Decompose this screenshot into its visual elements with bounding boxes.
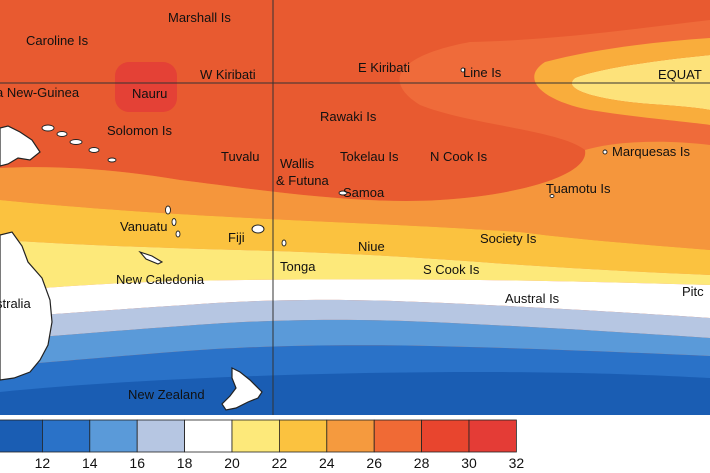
fiji-land — [251, 224, 265, 234]
legend-swatch — [278, 419, 328, 453]
sst-band-24-26 — [0, 200, 710, 275]
new-guinea-land — [0, 125, 41, 167]
label-tonga: Tonga — [280, 259, 316, 274]
legend-tick-label: 32 — [509, 455, 525, 471]
label-wallis: Wallis — [280, 156, 315, 171]
label-australia: stralia — [0, 296, 31, 311]
label-tuvalu: Tuvalu — [221, 149, 260, 164]
legend-swatch — [231, 419, 280, 453]
label-tuamotu-is: Tuamotu Is — [546, 181, 611, 196]
legend-tick-label: 30 — [461, 455, 477, 471]
label-society-is: Society Is — [480, 231, 537, 246]
sst-band-20-22 — [0, 279, 710, 318]
label-s-cook-is: S Cook Is — [423, 262, 480, 277]
label-futuna: & Futuna — [276, 173, 330, 188]
legend-swatch — [89, 419, 138, 453]
sst-band-26-28 — [0, 141, 710, 250]
new-caledonia-land — [138, 250, 164, 265]
sst-band-12-14 — [0, 372, 710, 415]
label-caroline-is: Caroline Is — [26, 33, 89, 48]
legend-swatch — [421, 419, 470, 453]
label-tokelau-is: Tokelau Is — [340, 149, 399, 164]
color-legend: 12 14 16 18 20 22 24 26 28 30 32 — [0, 419, 525, 471]
legend-tick-labels: 12 14 16 18 20 22 24 26 28 30 32 — [35, 455, 525, 471]
legend-swatch — [136, 419, 185, 453]
label-solomon-is: Solomon Is — [107, 123, 173, 138]
label-niue: Niue — [358, 239, 385, 254]
new-zealand-land — [221, 367, 263, 411]
label-new-caledonia: New Caledonia — [116, 272, 205, 287]
island-dots — [41, 67, 608, 247]
label-w-kiribati: W Kiribati — [200, 67, 256, 82]
label-pitcairn: Pitc — [682, 284, 704, 299]
legend-tick-label: 18 — [177, 455, 193, 471]
sea-surface-temperature-map: Marshall Is Caroline Is a New-Guinea Nau… — [0, 0, 710, 415]
legend-tick-label: 16 — [129, 455, 145, 471]
legend-tick-label: 28 — [414, 455, 430, 471]
label-n-cook-is: N Cook Is — [430, 149, 488, 164]
sst-band-16-18 — [0, 319, 710, 366]
legend-swatch — [326, 419, 375, 453]
label-new-zealand: New Zealand — [128, 387, 205, 402]
legend-swatch — [184, 419, 233, 453]
australia-land — [0, 231, 53, 381]
label-e-kiribati: E Kiribati — [358, 60, 410, 75]
label-vanuatu: Vanuatu — [120, 219, 167, 234]
label-equator: EQUAT — [658, 67, 702, 82]
legend-swatch — [0, 419, 43, 453]
legend-swatch — [468, 419, 517, 453]
sst-band-22-24 — [0, 240, 710, 292]
label-marquesas-is: Marquesas Is — [612, 144, 691, 159]
legend-tick-label: 20 — [224, 455, 240, 471]
legend-tick-label: 22 — [272, 455, 288, 471]
legend-tick-label: 26 — [366, 455, 382, 471]
label-marshall-is: Marshall Is — [168, 10, 231, 25]
legend-swatch — [42, 419, 91, 453]
legend-tick-label: 24 — [319, 455, 335, 471]
sst-band-18-20 — [0, 299, 710, 340]
legend-swatches — [0, 419, 517, 453]
label-nauru: Nauru — [132, 86, 167, 101]
legend-tick-label: 14 — [82, 455, 98, 471]
label-papua-new-guinea: a New-Guinea — [0, 85, 80, 100]
legend-swatch — [373, 419, 423, 453]
nauru-hotspot — [115, 62, 177, 112]
label-austral-is: Austral Is — [505, 291, 560, 306]
legend-tick-label: 12 — [35, 455, 51, 471]
label-samoa: Samoa — [343, 185, 385, 200]
label-fiji: Fiji — [228, 230, 245, 245]
label-rawaki-is: Rawaki Is — [320, 109, 377, 124]
warm-pool-30 — [0, 0, 710, 201]
sst-equatorial-band — [534, 38, 710, 125]
label-line-is: Line Is — [463, 65, 502, 80]
